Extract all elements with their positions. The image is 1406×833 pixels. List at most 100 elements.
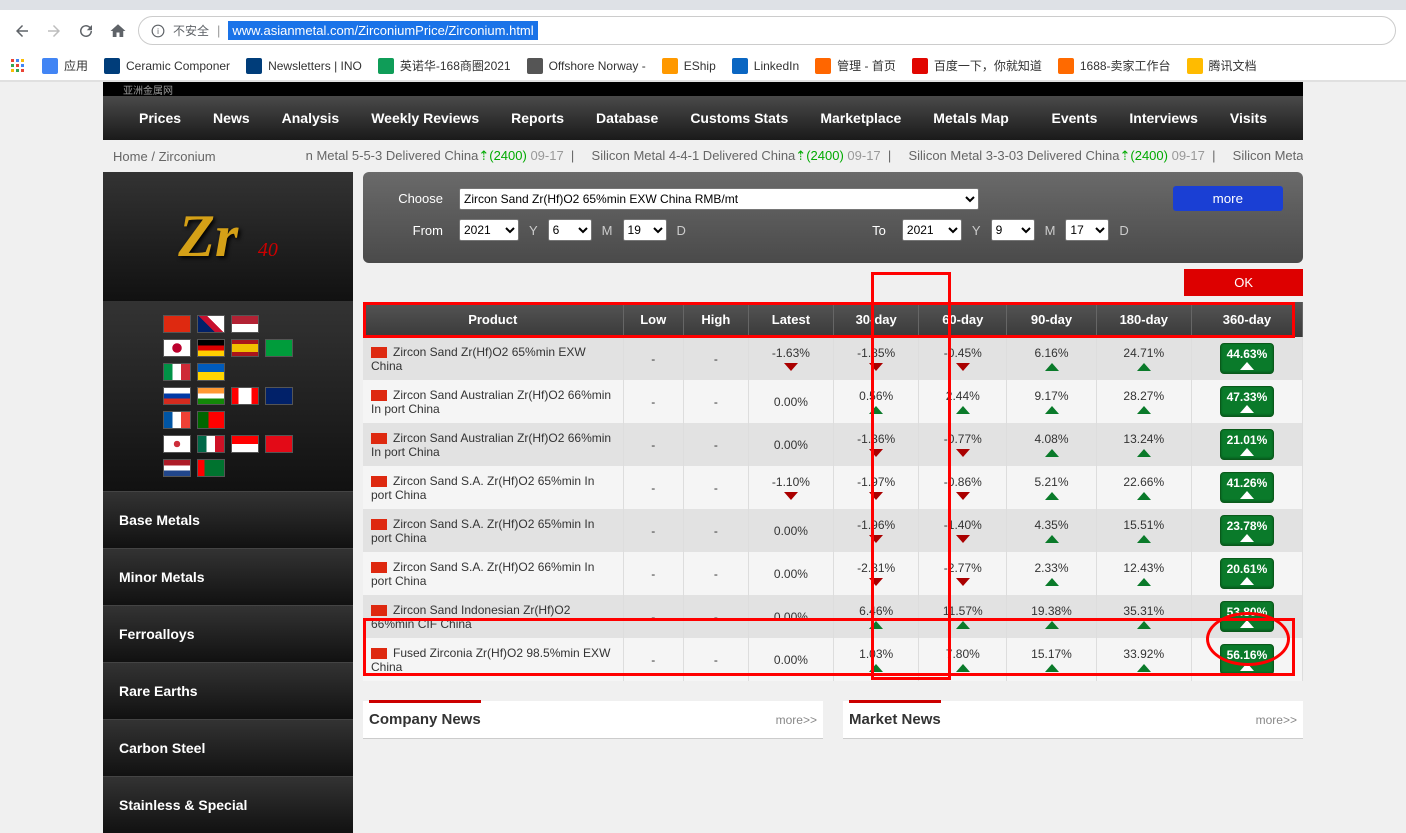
- flag-it[interactable]: [163, 363, 191, 381]
- flag-pt[interactable]: [197, 411, 225, 429]
- table-row[interactable]: Zircon Sand S.A. Zr(Hf)O2 65%min In port…: [363, 466, 1303, 509]
- bookmark-item[interactable]: 1688-卖家工作台: [1058, 57, 1171, 74]
- cell-360day: 47.33%: [1191, 380, 1302, 423]
- nav-prices[interactable]: Prices: [123, 96, 197, 140]
- bookmark-item[interactable]: Offshore Norway -: [527, 57, 646, 74]
- bookmark-item[interactable]: 腾讯文档: [1187, 57, 1257, 74]
- market-news-more[interactable]: more>>: [1256, 713, 1297, 727]
- cell-30day: -1.97%: [834, 466, 919, 509]
- nav-database[interactable]: Database: [580, 96, 674, 140]
- info-icon: i: [151, 24, 165, 38]
- flag-de[interactable]: [197, 339, 225, 357]
- nav-interviews[interactable]: Interviews: [1113, 96, 1213, 140]
- cell-product: Zircon Sand S.A. Zr(Hf)O2 65%min In port…: [363, 466, 623, 509]
- ok-button[interactable]: OK: [1184, 269, 1303, 296]
- bookmark-item[interactable]: Newsletters | INO: [246, 57, 362, 74]
- bookmark-item[interactable]: Ceramic Componer: [104, 57, 230, 74]
- table-row[interactable]: Zircon Sand S.A. Zr(Hf)O2 65%min In port…: [363, 509, 1303, 552]
- news-row: Company News more>> Market News more>>: [363, 701, 1303, 739]
- choose-label: Choose: [383, 191, 443, 206]
- bookmark-item[interactable]: 英诺华-168商圈2021: [378, 57, 511, 74]
- flag-mx[interactable]: [197, 435, 225, 453]
- cell-90day: 19.38%: [1007, 595, 1096, 638]
- flag-jp[interactable]: [163, 339, 191, 357]
- cell-latest: -1.10%: [748, 466, 833, 509]
- flag-br[interactable]: [265, 339, 293, 357]
- cell-60day: -1.40%: [919, 509, 1007, 552]
- company-news-more[interactable]: more>>: [776, 713, 817, 727]
- nav-marketplace[interactable]: Marketplace: [804, 96, 917, 140]
- flag-ae[interactable]: [197, 459, 225, 477]
- to-month[interactable]: 9: [991, 219, 1035, 241]
- sidebar-stainless---special[interactable]: Stainless & Special: [103, 776, 353, 833]
- ticker: n Metal 5-5-3 Delivered China⇡(2400) 09-…: [306, 148, 1303, 164]
- flag-kr[interactable]: [163, 435, 191, 453]
- nav-customs-stats[interactable]: Customs Stats: [674, 96, 804, 140]
- nav-reports[interactable]: Reports: [495, 96, 580, 140]
- flag-uk[interactable]: [197, 315, 225, 333]
- flag-us[interactable]: [231, 315, 259, 333]
- nav-visits[interactable]: Visits: [1214, 96, 1283, 140]
- price-table: ProductLowHighLatest30-day60-day90-day18…: [363, 302, 1303, 681]
- cell-product: Zircon Sand Australian Zr(Hf)O2 66%min I…: [363, 423, 623, 466]
- nav-analysis[interactable]: Analysis: [266, 96, 356, 140]
- sidebar-minor-metals[interactable]: Minor Metals: [103, 548, 353, 605]
- more-button[interactable]: more: [1173, 186, 1283, 211]
- nav-news[interactable]: News: [197, 96, 266, 140]
- table-row[interactable]: Zircon Sand Zr(Hf)O2 65%min EXW China - …: [363, 337, 1303, 380]
- cell-high: -: [683, 380, 748, 423]
- bookmark-item[interactable]: LinkedIn: [732, 57, 799, 74]
- breadcrumb: Home / Zirconium: [103, 149, 226, 164]
- flag-tr[interactable]: [265, 435, 293, 453]
- cell-latest: 0.00%: [748, 380, 833, 423]
- flag-in[interactable]: [197, 387, 225, 405]
- table-row[interactable]: Zircon Sand Australian Zr(Hf)O2 66%min I…: [363, 380, 1303, 423]
- flag-es[interactable]: [231, 339, 259, 357]
- flag-nz[interactable]: [265, 387, 293, 405]
- to-day[interactable]: 17: [1065, 219, 1109, 241]
- th-latest: Latest: [748, 302, 833, 337]
- cell-180day: 33.92%: [1096, 638, 1191, 681]
- flag-ca[interactable]: [231, 387, 259, 405]
- breadcrumb-home[interactable]: Home: [113, 149, 148, 164]
- nav-events[interactable]: Events: [1035, 96, 1113, 140]
- to-year[interactable]: 2021: [902, 219, 962, 241]
- bookmark-item[interactable]: 应用: [42, 57, 88, 74]
- element-box: Zr 40: [103, 172, 353, 301]
- from-year[interactable]: 2021: [459, 219, 519, 241]
- table-row[interactable]: Zircon Sand Indonesian Zr(Hf)O2 66%min C…: [363, 595, 1303, 638]
- table-row[interactable]: Zircon Sand Australian Zr(Hf)O2 66%min I…: [363, 423, 1303, 466]
- home-button[interactable]: [106, 19, 130, 43]
- flag-fr[interactable]: [163, 411, 191, 429]
- table-row[interactable]: Zircon Sand S.A. Zr(Hf)O2 66%min In port…: [363, 552, 1303, 595]
- apps-icon[interactable]: [10, 58, 26, 74]
- sidebar-carbon-steel[interactable]: Carbon Steel: [103, 719, 353, 776]
- forward-button[interactable]: [42, 19, 66, 43]
- table-row[interactable]: Fused Zirconia Zr(Hf)O2 98.5%min EXW Chi…: [363, 638, 1303, 681]
- from-day[interactable]: 19: [623, 219, 667, 241]
- from-month[interactable]: 6: [548, 219, 592, 241]
- flag-id[interactable]: [231, 435, 259, 453]
- bookmark-item[interactable]: 百度一下，你就知道: [912, 57, 1042, 74]
- sidebar-base-metals[interactable]: Base Metals: [103, 491, 353, 548]
- cell-60day: -2.77%: [919, 552, 1007, 595]
- cell-90day: 6.16%: [1007, 337, 1096, 380]
- flag-ua[interactable]: [197, 363, 225, 381]
- nav-metals-map[interactable]: Metals Map: [917, 96, 1024, 140]
- reload-button[interactable]: [74, 19, 98, 43]
- cell-high: -: [683, 466, 748, 509]
- flag-ru[interactable]: [163, 387, 191, 405]
- back-button[interactable]: [10, 19, 34, 43]
- bookmark-item[interactable]: 管理 - 首页: [815, 57, 896, 74]
- sidebar-rare-earths[interactable]: Rare Earths: [103, 662, 353, 719]
- flag-cn[interactable]: [163, 315, 191, 333]
- cell-90day: 9.17%: [1007, 380, 1096, 423]
- flag-nl[interactable]: [163, 459, 191, 477]
- cell-180day: 24.71%: [1096, 337, 1191, 380]
- product-select[interactable]: Zircon Sand Zr(Hf)O2 65%min EXW China RM…: [459, 188, 979, 210]
- sidebar-ferroalloys[interactable]: Ferroalloys: [103, 605, 353, 662]
- bookmark-item[interactable]: EShip: [662, 57, 716, 74]
- url-bar[interactable]: i 不安全 | www.asianmetal.com/ZirconiumPric…: [138, 16, 1396, 45]
- nav-weekly-reviews[interactable]: Weekly Reviews: [355, 96, 495, 140]
- cell-low: -: [623, 595, 683, 638]
